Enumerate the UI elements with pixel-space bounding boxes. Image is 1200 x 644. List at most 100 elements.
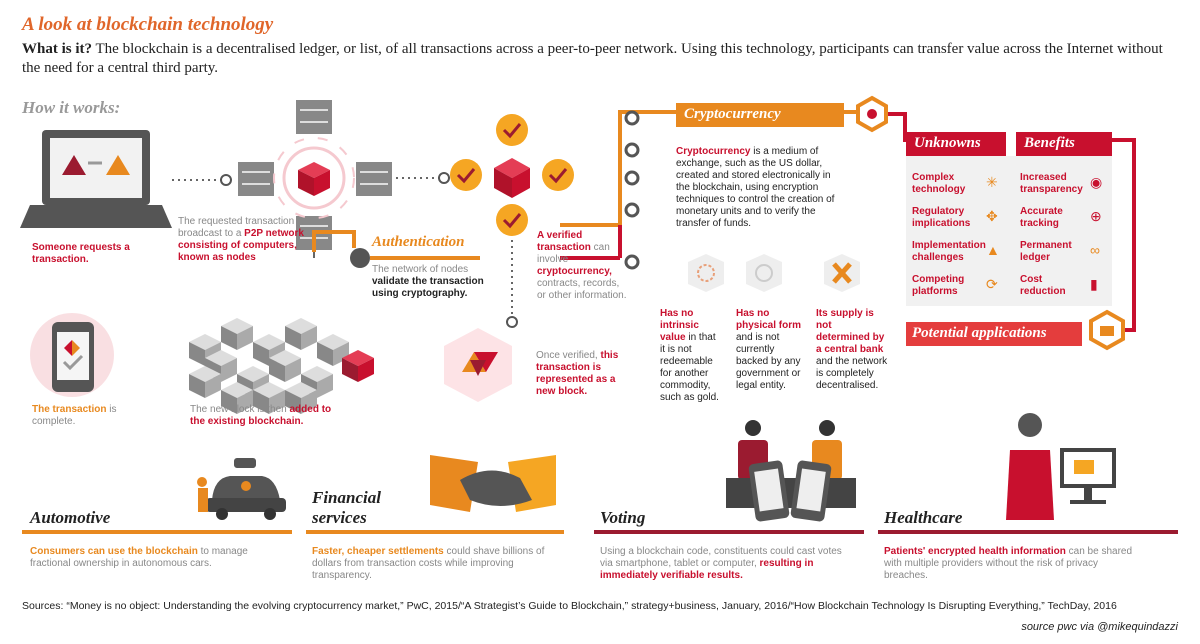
block-text-a: Once verified, bbox=[536, 350, 601, 361]
step-new-block-text: Once verified, this transaction is repre… bbox=[536, 350, 628, 398]
cube-face bbox=[189, 374, 205, 398]
chain-text-a: The new block is then bbox=[190, 404, 290, 415]
cube-face bbox=[221, 326, 237, 350]
unknown-item: Regulatory implications bbox=[912, 206, 971, 229]
financial-title-1: Financial bbox=[312, 488, 381, 507]
intro-text: What is it? The blockchain is a decentra… bbox=[22, 40, 1182, 78]
cube-face bbox=[301, 390, 317, 414]
voting-icon bbox=[726, 420, 856, 522]
bar-chart-icon: ▮ bbox=[1090, 276, 1098, 292]
voting-text: Using a blockchain code, constituents co… bbox=[600, 546, 850, 582]
doctor-icon bbox=[1006, 413, 1116, 520]
cube-face bbox=[237, 390, 253, 414]
crypto-p1a: Has no intrinsic value bbox=[660, 308, 699, 343]
cube-face bbox=[189, 342, 205, 366]
unknown-item: Competing platforms bbox=[912, 274, 965, 297]
healthcare-heading: Healthcare bbox=[884, 508, 963, 527]
broadcast-text-b: P2P network consisting of computers, kno… bbox=[178, 228, 304, 263]
cube-face bbox=[317, 342, 333, 366]
cube-face bbox=[285, 358, 301, 382]
verified-text-c: cryptocurrency, bbox=[537, 266, 612, 277]
verified-text-b: can involve bbox=[537, 242, 610, 265]
blockchain-cubes bbox=[189, 318, 374, 414]
arrows-icon: ✥ bbox=[986, 208, 998, 224]
cryptocurrency-desc: Cryptocurrency is a medium of exchange, … bbox=[676, 146, 844, 230]
infinity-icon: ∞ bbox=[1090, 242, 1100, 258]
verified-text-a: A verified transaction bbox=[537, 230, 591, 253]
step-request-text: Someone requests a transaction. bbox=[32, 242, 130, 265]
healthcare-body: can be shared with multiple providers wi… bbox=[884, 546, 1133, 581]
complexity-icon: ✳ bbox=[986, 174, 998, 190]
step-verified-text: A verified transaction can involve crypt… bbox=[537, 230, 629, 302]
block-text-b: this transaction is represented as a new… bbox=[536, 350, 619, 397]
benefit-item: Accurate tracking bbox=[1020, 206, 1063, 229]
block-cube-icon bbox=[298, 162, 330, 196]
benefit-item: Increased transparency bbox=[1020, 172, 1083, 195]
automotive-text: Consumers can use the blockchain to mana… bbox=[30, 546, 270, 570]
laptop-icon bbox=[20, 130, 172, 228]
financial-hl: Faster, cheaper settlements bbox=[312, 546, 444, 557]
broadcast-text-a: The requested transaction is broadcast t… bbox=[178, 216, 305, 239]
cube-face bbox=[358, 358, 374, 382]
healthcare-text: Patients' encrypted health information c… bbox=[884, 546, 1144, 582]
benefit-item: Permanent ledger bbox=[1020, 240, 1072, 263]
financial-title-2: services bbox=[312, 508, 367, 527]
crypto-p2b: and is not currently backed by any gover… bbox=[736, 332, 801, 391]
automotive-hl: Consumers can use the blockchain bbox=[30, 546, 198, 557]
handshake-icon bbox=[430, 455, 556, 512]
crypto-term: Cryptocurrency bbox=[676, 146, 751, 157]
intro-lead: What is it? bbox=[22, 41, 93, 57]
auth-text-a: The network of nodes bbox=[372, 264, 469, 275]
financial-body: could shave billions of dollars from tra… bbox=[312, 546, 545, 581]
financial-heading: Financial services bbox=[312, 488, 381, 528]
car-icon bbox=[197, 458, 286, 520]
sources-text: Sources: “Money is no object: Understand… bbox=[22, 600, 1117, 612]
check-icon bbox=[450, 114, 574, 236]
crypto-p1b: in that it is not redeemable for another… bbox=[660, 332, 719, 403]
auth-text-b: validate the transaction using cryptogra… bbox=[372, 276, 484, 299]
automotive-body: to manage fractional ownership in autono… bbox=[30, 546, 248, 569]
step-chain-text: The new block is then added to the exist… bbox=[190, 404, 340, 428]
crypto-property-1: Has no intrinsic value in that it is not… bbox=[660, 308, 722, 404]
financial-text: Faster, cheaper settlements could shave … bbox=[312, 546, 552, 582]
cube-face bbox=[301, 326, 317, 350]
automotive-heading: Automotive bbox=[30, 508, 111, 527]
voting-body: Using a blockchain code, constituents co… bbox=[600, 546, 842, 569]
benefits-heading: Benefits bbox=[1024, 135, 1075, 151]
cube-face bbox=[285, 390, 301, 414]
crypto-property-3: Its supply is not determined by a centra… bbox=[816, 308, 888, 392]
cube-face bbox=[237, 326, 253, 350]
warning-icon: ▲ bbox=[986, 242, 1000, 258]
step-auth-text: The network of nodes validate the transa… bbox=[372, 264, 492, 300]
complete-text-a: The transaction bbox=[32, 404, 107, 415]
server-icon bbox=[238, 100, 392, 250]
cube-face bbox=[221, 358, 237, 382]
voting-hl: resulting in immediately verifiable resu… bbox=[600, 558, 814, 581]
authentication-heading: Authentication bbox=[372, 234, 465, 250]
crypto-desc-body: is a medium of exchange, such as the US … bbox=[676, 146, 835, 229]
credit-text: source pwc via @mikequindazzi bbox=[1021, 621, 1178, 633]
chain-text-b: added to the existing blockchain. bbox=[190, 404, 332, 427]
voting-heading: Voting bbox=[600, 508, 646, 527]
page-title: A look at blockchain technology bbox=[22, 14, 274, 35]
crypto-p3b: and the network is completely decentrali… bbox=[816, 356, 888, 391]
how-it-works-heading: How it works: bbox=[22, 98, 121, 117]
cube-face bbox=[342, 358, 358, 382]
complete-text-b: is complete. bbox=[32, 404, 117, 427]
cube-face bbox=[253, 390, 269, 414]
unknown-item: Implementation challenges bbox=[912, 240, 986, 263]
cube-face bbox=[285, 326, 301, 350]
healthcare-hl: Patients' encrypted health information bbox=[884, 546, 1066, 557]
intro-body: The blockchain is a decentralised ledger… bbox=[22, 41, 1163, 76]
unknowns-heading: Unknowns bbox=[914, 135, 981, 151]
cube-face bbox=[221, 390, 237, 414]
cryptocurrency-heading: Cryptocurrency bbox=[684, 106, 781, 122]
cube-face bbox=[269, 390, 285, 414]
cube-face bbox=[269, 358, 285, 382]
step-complete-text: The transaction is complete. bbox=[32, 404, 142, 428]
cube-face bbox=[253, 342, 269, 366]
crypto-p3a: Its supply is not determined by a centra… bbox=[816, 308, 885, 355]
step-broadcast-text: The requested transaction is broadcast t… bbox=[178, 216, 310, 264]
verified-text-d: contracts, records, or other information… bbox=[537, 278, 627, 301]
